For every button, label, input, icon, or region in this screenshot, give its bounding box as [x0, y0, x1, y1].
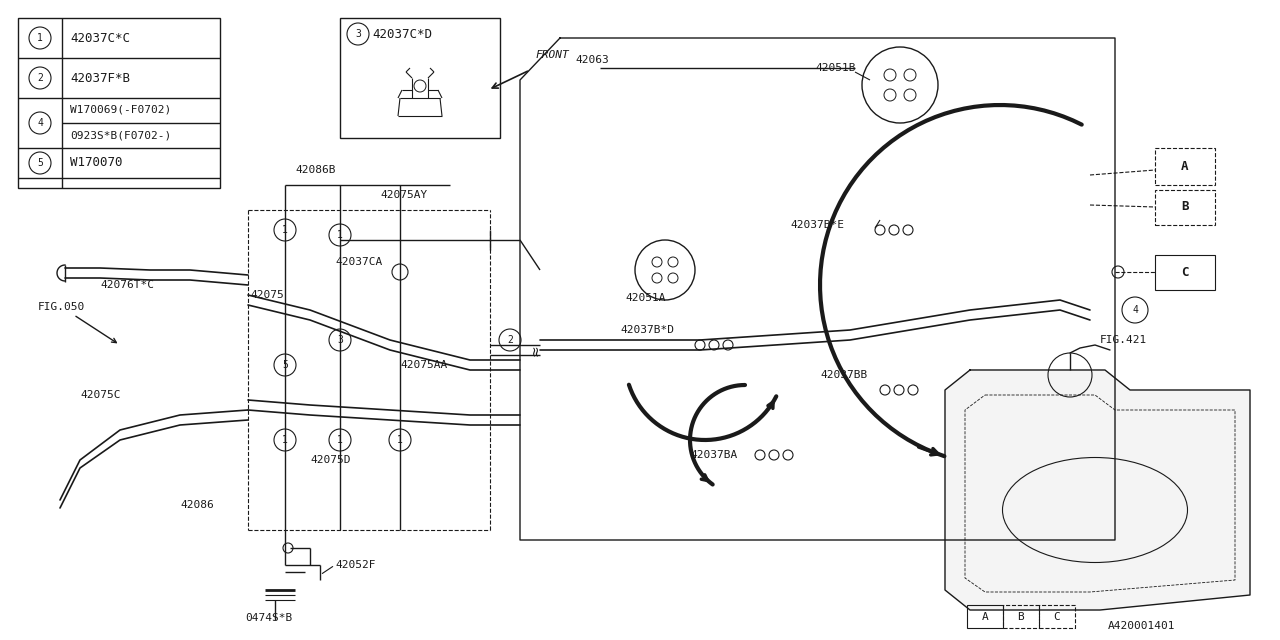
Text: 42076T*C: 42076T*C [100, 280, 154, 290]
Text: A: A [1181, 161, 1189, 173]
Text: 42037C*C: 42037C*C [70, 31, 131, 45]
Text: FIG.050: FIG.050 [38, 302, 116, 342]
Text: W170069(-F0702): W170069(-F0702) [70, 105, 172, 115]
Bar [966, 605, 1004, 628]
Text: B: B [1181, 200, 1189, 214]
Text: FRONT: FRONT [535, 50, 568, 60]
Text: 42086: 42086 [180, 500, 214, 510]
Text: 2: 2 [507, 335, 513, 345]
Text: 42037B*D: 42037B*D [620, 325, 675, 335]
Text: 42037C*D: 42037C*D [372, 28, 433, 40]
Text: 42075AY: 42075AY [380, 190, 428, 200]
Text: 42051B: 42051B [815, 63, 855, 73]
Text: 42075D: 42075D [310, 455, 351, 465]
Text: 42037BA: 42037BA [690, 450, 737, 460]
Text: 4: 4 [37, 118, 44, 128]
Bar [1155, 190, 1215, 225]
Text: 3: 3 [355, 29, 361, 39]
Text: A420001401: A420001401 [1107, 621, 1175, 631]
Text: 42037F*B: 42037F*B [70, 72, 131, 84]
Text: 1: 1 [337, 230, 343, 240]
Text: 42075C: 42075C [79, 390, 120, 400]
Text: 1: 1 [37, 33, 44, 43]
Text: ≈: ≈ [529, 344, 541, 356]
Text: 42051A: 42051A [625, 293, 666, 303]
Polygon shape [945, 370, 1251, 610]
Text: 42052F: 42052F [335, 560, 375, 570]
Text: C: C [1053, 612, 1060, 622]
Bar [1155, 148, 1215, 185]
Text: 42037CA: 42037CA [335, 257, 383, 267]
Text: 3: 3 [337, 335, 343, 345]
Text: 42037BB: 42037BB [820, 370, 868, 380]
Bar [1039, 605, 1075, 628]
Bar [340, 18, 500, 138]
Text: 42063: 42063 [575, 55, 609, 65]
Text: 1: 1 [397, 435, 403, 445]
Bar [1155, 255, 1215, 290]
Text: 42075: 42075 [250, 290, 284, 300]
Text: 42037B*E: 42037B*E [790, 220, 844, 230]
Text: W170070: W170070 [70, 157, 123, 170]
Text: A: A [982, 612, 988, 622]
Text: FIG.421: FIG.421 [1100, 335, 1147, 345]
Text: 42075AA: 42075AA [399, 360, 447, 370]
Text: 1: 1 [282, 225, 288, 235]
Text: 0474S*B: 0474S*B [244, 613, 292, 623]
Text: 5: 5 [282, 360, 288, 370]
Bar [1004, 605, 1039, 628]
Bar [18, 18, 220, 188]
Text: B: B [1018, 612, 1024, 622]
Text: 4: 4 [1132, 305, 1138, 315]
Text: 1: 1 [337, 435, 343, 445]
Text: 42086B: 42086B [294, 165, 335, 175]
Text: C: C [1181, 266, 1189, 278]
Text: 0923S*B(F0702-): 0923S*B(F0702-) [70, 131, 172, 141]
Text: 5: 5 [37, 158, 44, 168]
Text: 2: 2 [37, 73, 44, 83]
Text: 1: 1 [282, 435, 288, 445]
